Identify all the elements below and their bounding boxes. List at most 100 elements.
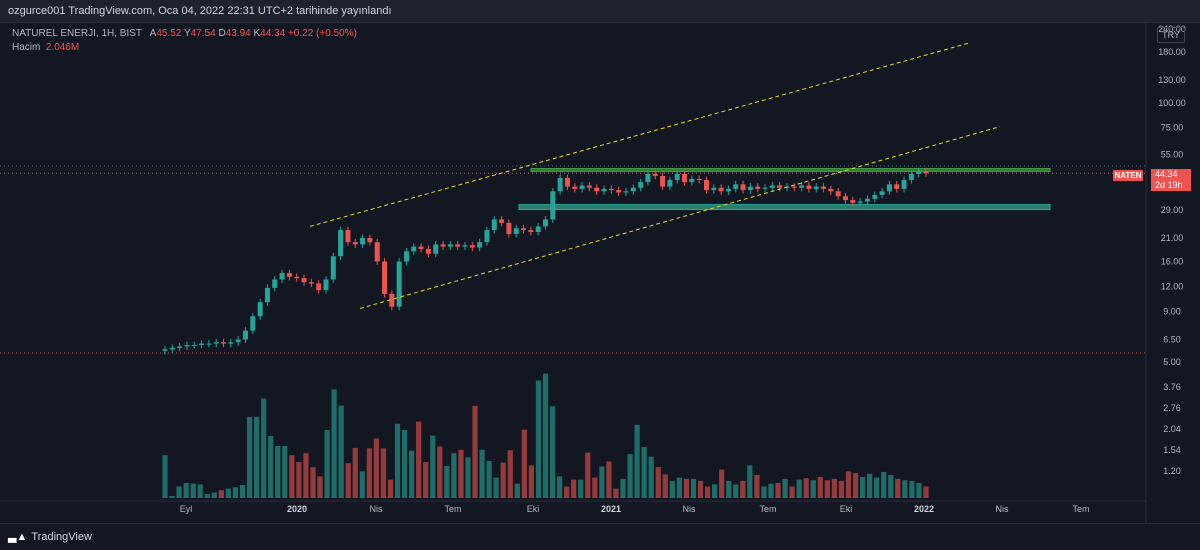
volume-bar xyxy=(556,476,563,498)
tradingview-logo[interactable]: ▃▲ TradingView xyxy=(8,530,92,543)
price-tick-label: 180.00 xyxy=(1158,47,1186,57)
volume-bar xyxy=(423,462,429,498)
trend-channel[interactable] xyxy=(309,42,1001,309)
volume-bar xyxy=(895,478,901,498)
low-value: 43.94 xyxy=(225,28,251,39)
candle-body xyxy=(345,230,351,243)
price-tick-label: 1.20 xyxy=(1163,466,1181,476)
volume-bar xyxy=(458,449,464,498)
candle-body xyxy=(323,279,329,291)
publish-bar: ozgurce001 TradingView.com, Oca 04, 2022… xyxy=(0,0,1200,23)
volume-bar xyxy=(169,496,175,498)
volume-bar xyxy=(923,486,929,498)
candle-body xyxy=(623,191,629,193)
time-tick-label: 2022 xyxy=(914,504,934,514)
candle-body xyxy=(396,261,402,307)
candle-body xyxy=(557,177,563,192)
volume-bar xyxy=(486,460,492,498)
candle-body xyxy=(360,237,366,245)
time-tick-label: Nis xyxy=(683,504,696,514)
trend-line-upper[interactable] xyxy=(309,42,971,227)
volume-bar xyxy=(289,455,295,498)
price-tick-label: 130.00 xyxy=(1158,75,1186,85)
time-axis[interactable]: Eyl 2020 Nis Tem Eki 2021 Nis Tem Eki 2022 Nis Tem xyxy=(180,504,1090,514)
candle-body xyxy=(630,187,636,192)
price-tick-label: 29.00 xyxy=(1161,205,1184,215)
volume-bar xyxy=(831,478,837,498)
zones[interactable] xyxy=(518,168,1051,211)
candle-body xyxy=(513,228,519,234)
resistance-zone[interactable] xyxy=(530,168,1051,173)
symbol-name[interactable]: NATUREL ENERJI, 1H, BIST xyxy=(12,28,142,39)
candle-body xyxy=(499,219,505,223)
volume-bar xyxy=(662,474,668,498)
candle-body xyxy=(425,248,431,254)
volume-bar xyxy=(916,482,922,498)
price-tick-label: 100.00 xyxy=(1158,98,1186,108)
symbol-legend: NATUREL ENERJI, 1H, BIST A45.52 Y47.54 D… xyxy=(12,28,357,39)
candle-body xyxy=(740,184,746,191)
volume-bar xyxy=(472,405,478,498)
candle-body xyxy=(777,185,783,188)
volume-bar xyxy=(676,477,682,498)
currency-badge[interactable]: TRY xyxy=(1157,27,1185,43)
candle-body xyxy=(294,276,300,279)
candle-body xyxy=(191,344,197,346)
volume-bar xyxy=(740,480,746,498)
candle-body xyxy=(550,191,556,220)
volume-bar xyxy=(444,465,450,498)
price-axis[interactable]: 240.00180.00130.00100.0075.0055.0040.002… xyxy=(1158,24,1186,476)
last-price-tag: 44.34 2d 19h xyxy=(1151,169,1191,191)
candle-body xyxy=(418,246,424,249)
volume-bar xyxy=(246,416,253,498)
price-tick-label: 12.00 xyxy=(1161,281,1184,291)
volume-bar xyxy=(761,486,767,498)
volume-bar xyxy=(430,435,436,498)
candle-body xyxy=(367,237,373,243)
candle-body xyxy=(257,302,263,317)
candle-body xyxy=(221,342,227,344)
price-tick-label: 2.76 xyxy=(1163,403,1181,413)
trend-line-lower[interactable] xyxy=(359,126,1001,309)
price-tick-label: 1.54 xyxy=(1163,445,1181,455)
volume-bar xyxy=(162,455,168,498)
high-label: Y xyxy=(183,28,191,39)
volume-bar xyxy=(183,482,189,498)
candle-body xyxy=(447,244,453,247)
volume-bar xyxy=(176,486,182,498)
volume-bar xyxy=(648,456,654,498)
candle-body xyxy=(228,342,234,344)
support-zone[interactable] xyxy=(518,204,1051,211)
time-tick-label: Nis xyxy=(370,504,383,514)
volume-bar xyxy=(317,476,323,498)
candle-body xyxy=(733,184,739,189)
candle-body xyxy=(718,187,724,192)
volume-bar xyxy=(479,449,485,498)
horizontal-levels xyxy=(0,165,1146,354)
volume-value: 2.046M xyxy=(45,42,80,53)
candle-body xyxy=(711,187,717,191)
candle-body xyxy=(835,191,841,197)
candle-body xyxy=(725,188,731,192)
candle-body xyxy=(879,191,885,195)
open-value: 45.52 xyxy=(156,28,182,39)
candle-body xyxy=(308,282,314,284)
candle-body xyxy=(338,230,344,257)
candle-body xyxy=(535,226,541,232)
time-tick-label: Tem xyxy=(1072,504,1089,514)
candle-body xyxy=(923,170,929,174)
volume-bar xyxy=(669,480,675,498)
candle-body xyxy=(484,230,490,243)
volume-bar xyxy=(409,450,415,498)
price-tick-label: 9.00 xyxy=(1163,306,1181,316)
candle-body xyxy=(316,283,322,291)
candle-body xyxy=(813,186,819,189)
candle-body xyxy=(828,188,834,192)
volume-bar xyxy=(852,473,859,498)
volume-bar xyxy=(810,480,816,498)
volume-bar xyxy=(528,465,535,498)
volume-legend: Hacim 2.046M xyxy=(12,42,79,53)
price-tick-label: 3.76 xyxy=(1163,382,1181,392)
